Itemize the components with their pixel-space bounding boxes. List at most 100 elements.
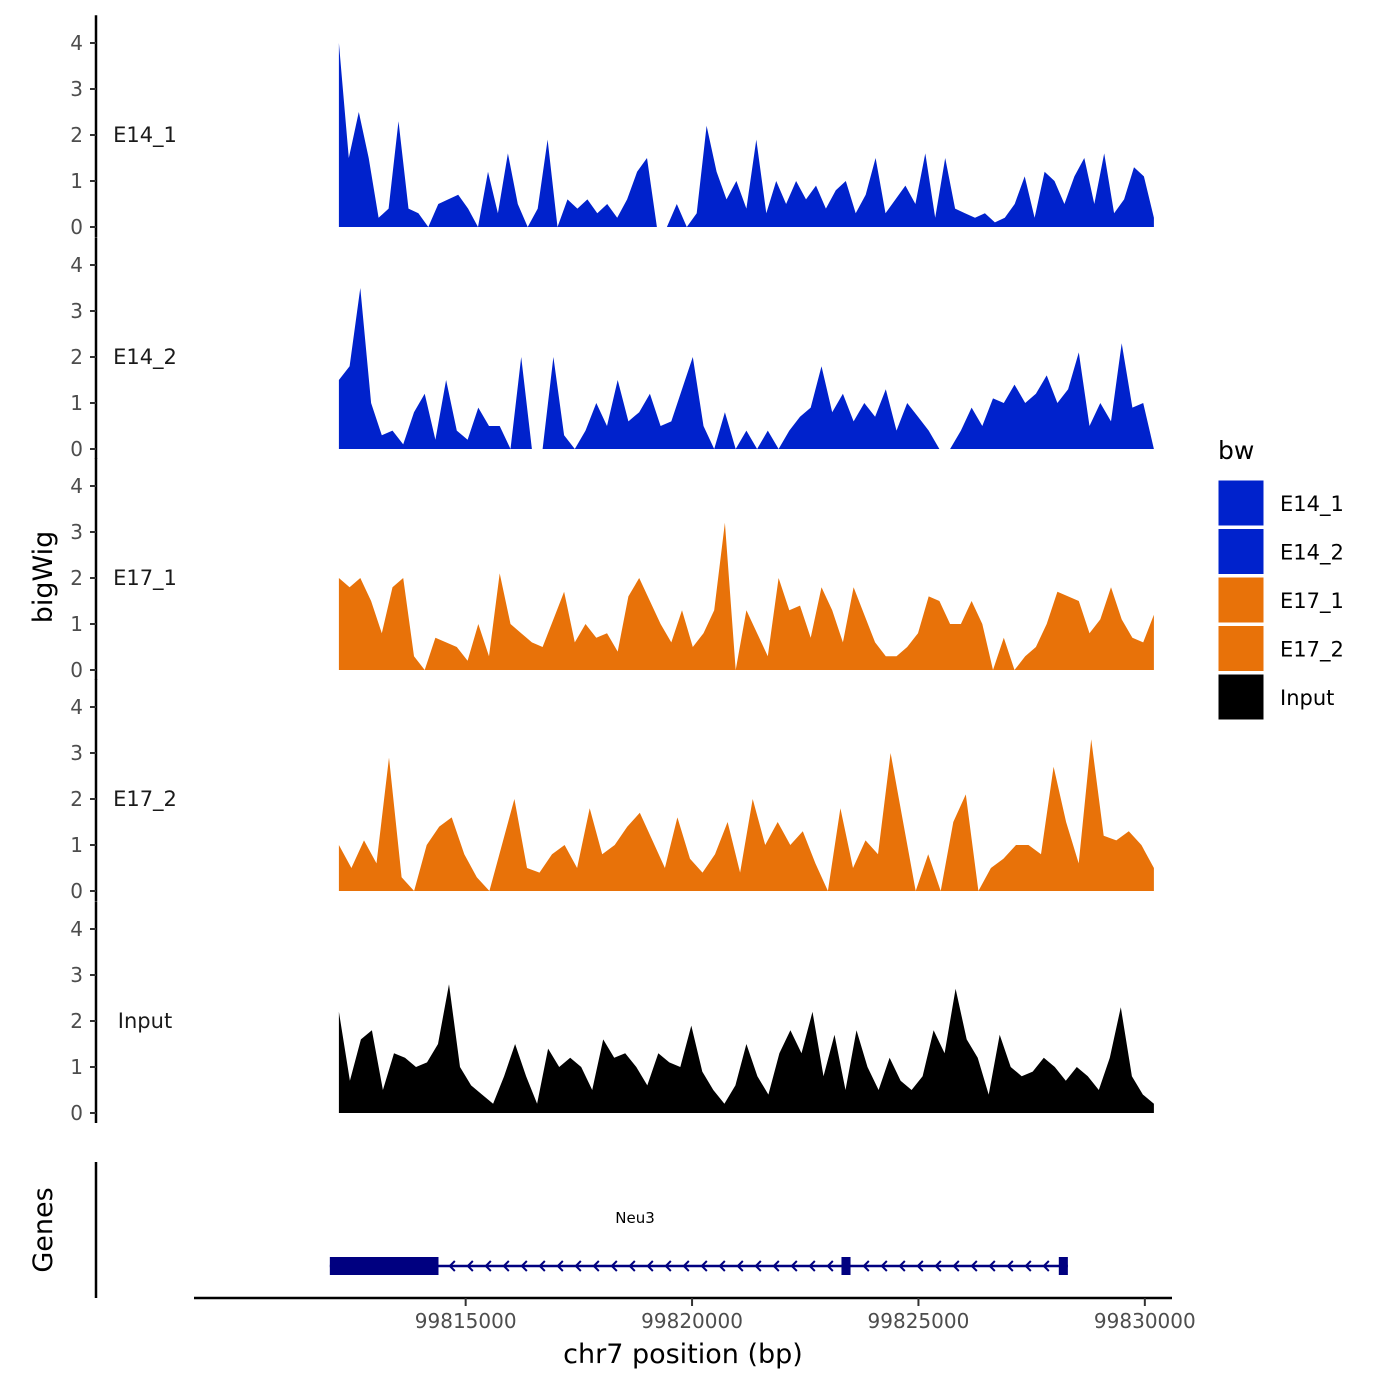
y-tick-label: 4: [70, 917, 83, 941]
strand-arrow: [466, 1260, 474, 1272]
signal-area: [338, 522, 1154, 670]
x-tick-label: 99820000: [641, 1309, 743, 1333]
legend-title: bw: [1218, 436, 1254, 465]
strand-arrow: [592, 1260, 600, 1272]
strand-arrow: [898, 1260, 906, 1272]
x-tick-label: 99830000: [1094, 1309, 1196, 1333]
legend-label: E14_2: [1280, 541, 1344, 566]
genes-label: Genes: [28, 1187, 59, 1272]
y-tick-label: 2: [70, 345, 83, 369]
strand-arrow: [574, 1260, 582, 1272]
y-tick-label: 3: [70, 77, 83, 101]
y-axis-title: bigWig: [28, 531, 59, 624]
track-label: E14_1: [113, 123, 177, 148]
y-tick-label: 2: [70, 566, 83, 590]
strand-arrow: [754, 1260, 762, 1272]
gene-model-neu3: [329, 1257, 1068, 1275]
strand-arrow: [1006, 1260, 1014, 1272]
legend-swatch: [1217, 528, 1265, 575]
strand-arrow: [664, 1260, 672, 1272]
y-tick-label: 4: [70, 31, 83, 55]
strand-arrow: [628, 1260, 636, 1272]
legend-item-E14_2: E14_2: [1217, 528, 1344, 575]
track-label: E17_2: [113, 787, 177, 812]
strand-arrow: [1042, 1260, 1050, 1272]
y-tick-label: 3: [70, 963, 83, 987]
x-axis-title: chr7 position (bp): [563, 1339, 803, 1370]
y-tick-label: 0: [70, 658, 83, 682]
legend-item-E17_2: E17_2: [1217, 625, 1344, 672]
x-axis: 99815000 99820000 99825000 99830000 chr7 po…: [194, 1296, 1196, 1370]
legend-label: E17_2: [1280, 638, 1344, 663]
track-E14_1: 0 1 2 3 4 E14_1: [70, 15, 1154, 239]
legend-swatch: [1217, 625, 1265, 672]
y-tick-label: 2: [70, 123, 83, 147]
y-tick-label: 1: [70, 391, 83, 415]
track-label: E14_2: [113, 345, 177, 370]
legend-swatch: [1217, 479, 1265, 527]
y-tick-label: 3: [70, 741, 83, 765]
track-E17_2: 0 1 2 3 4 E17_2: [70, 679, 1154, 903]
y-tick-label: 1: [70, 833, 83, 857]
legend-swatch: [1217, 576, 1265, 624]
strand-arrow: [1024, 1260, 1032, 1272]
strand-arrow: [970, 1260, 978, 1272]
strand-arrow: [484, 1260, 492, 1272]
gene-exon: [329, 1257, 439, 1275]
legend: bw E14_1 E14_2 E17_1 E17_2 Input: [1217, 436, 1344, 721]
strand-arrow: [988, 1260, 996, 1272]
strand-arrow: [520, 1260, 528, 1272]
signal-area: [338, 288, 1154, 449]
strand-arrow: [934, 1260, 942, 1272]
track-label: E17_1: [113, 566, 177, 591]
y-tick-label: 1: [70, 1055, 83, 1079]
gene-track: Genes Neu3: [28, 1162, 1068, 1298]
gene-exon: [1058, 1257, 1068, 1275]
strand-arrow: [700, 1260, 708, 1272]
legend-label: Input: [1280, 686, 1334, 710]
track-E14_2: 0 1 2 3 4 E14_2: [70, 237, 1154, 461]
strand-arrow: [952, 1260, 960, 1272]
signal-area: [338, 43, 1154, 227]
strand-arrow: [826, 1260, 834, 1272]
track-label: Input: [118, 1009, 172, 1033]
strand-arrow: [736, 1260, 744, 1272]
track-E17_1: 0 1 2 3 4 E17_1: [70, 458, 1154, 682]
legend-item-E14_1: E14_1: [1217, 479, 1344, 527]
legend-item-E17_1: E17_1: [1217, 576, 1344, 624]
strand-arrow: [790, 1260, 798, 1272]
x-axis-ticks: 99815000 99820000 99825000 99830000: [415, 1298, 1196, 1333]
x-tick-label: 99825000: [868, 1309, 970, 1333]
y-tick-label: 0: [70, 879, 83, 903]
legend-label: E14_1: [1280, 492, 1344, 517]
gene-exon: [841, 1257, 851, 1275]
legend-label: E17_1: [1280, 589, 1344, 614]
track-Input: 0 1 2 3 4 Input: [70, 901, 1154, 1125]
legend-swatch: [1217, 673, 1265, 721]
strand-arrow: [880, 1260, 888, 1272]
strand-arrow: [448, 1260, 456, 1272]
y-tick-label: 4: [70, 253, 83, 277]
legend-items: E14_1 E14_2 E17_1 E17_2 Input: [1217, 479, 1344, 721]
signal-area: [338, 739, 1154, 891]
y-tick-label: 3: [70, 520, 83, 544]
strand-arrow: [502, 1260, 510, 1272]
y-tick-label: 4: [70, 474, 83, 498]
strand-arrow: [610, 1260, 618, 1272]
y-tick-label: 0: [70, 437, 83, 461]
strand-arrow: [646, 1260, 654, 1272]
y-tick-label: 0: [70, 1101, 83, 1125]
y-tick-label: 4: [70, 695, 83, 719]
y-tick-label: 1: [70, 612, 83, 636]
y-tick-label: 0: [70, 215, 83, 239]
strand-arrow: [538, 1260, 546, 1272]
gene-name-label: Neu3: [615, 1209, 655, 1227]
strand-arrow: [862, 1260, 870, 1272]
strand-arrow: [682, 1260, 690, 1272]
strand-arrow: [808, 1260, 816, 1272]
legend-item-Input: Input: [1217, 673, 1334, 721]
strand-arrow: [556, 1260, 564, 1272]
strand-arrow: [772, 1260, 780, 1272]
y-tick-label: 3: [70, 299, 83, 323]
